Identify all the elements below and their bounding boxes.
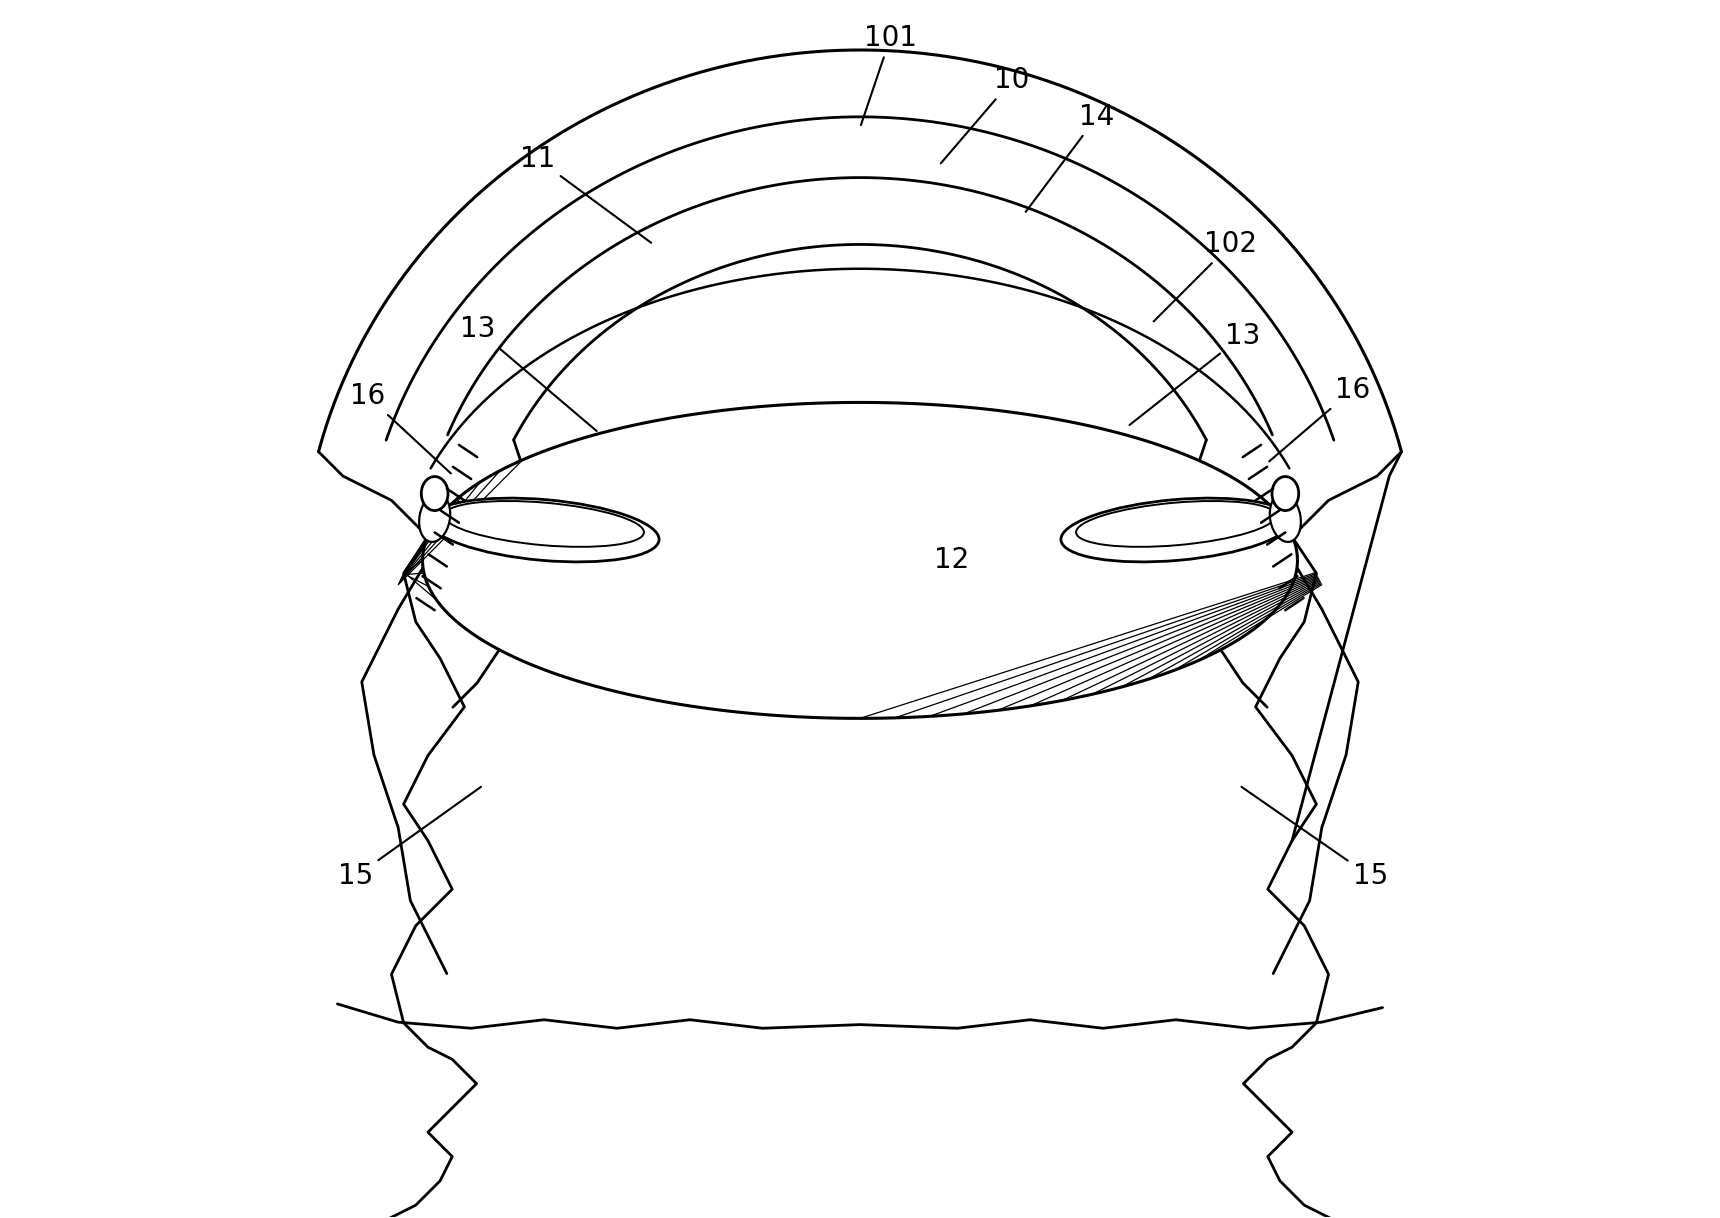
Text: 10: 10 (941, 66, 1030, 163)
Text: 14: 14 (1025, 102, 1115, 212)
Text: 101: 101 (862, 24, 917, 125)
Ellipse shape (1273, 476, 1299, 510)
Text: 12: 12 (934, 547, 968, 575)
Text: 13: 13 (459, 315, 597, 431)
Text: 15: 15 (339, 787, 482, 890)
Text: 102: 102 (1154, 230, 1257, 322)
Ellipse shape (420, 493, 451, 542)
Ellipse shape (1061, 498, 1292, 561)
Ellipse shape (1269, 493, 1300, 542)
Text: 16: 16 (1269, 376, 1369, 462)
Ellipse shape (428, 498, 659, 561)
Text: 11: 11 (521, 145, 652, 242)
Text: 13: 13 (1130, 322, 1261, 425)
Text: 16: 16 (351, 382, 451, 474)
Polygon shape (423, 402, 1297, 719)
Ellipse shape (421, 476, 447, 510)
Text: 15: 15 (1242, 787, 1388, 890)
